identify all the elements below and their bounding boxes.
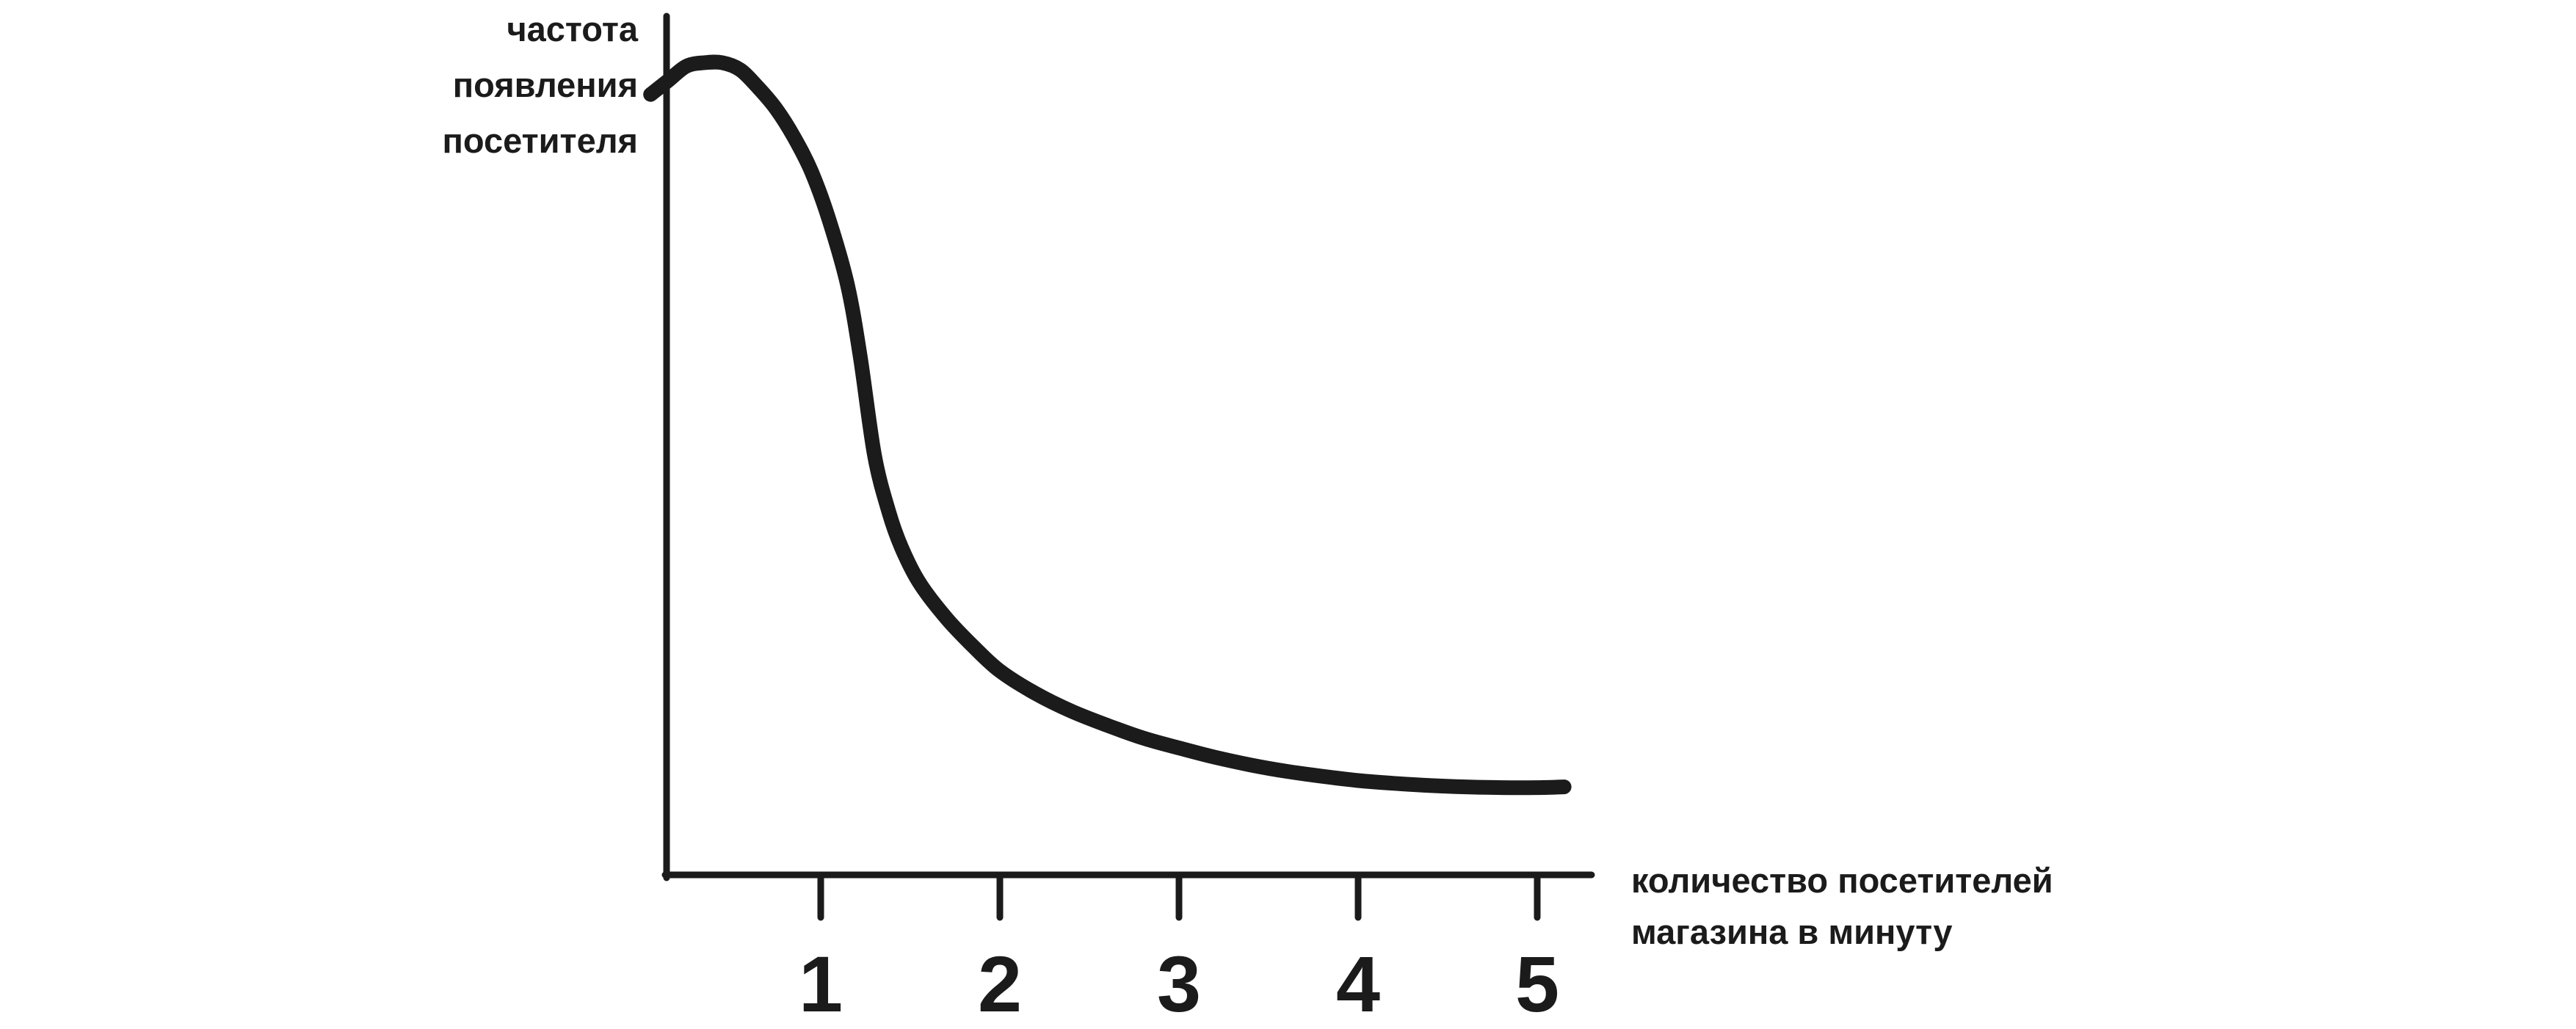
plot-area [643, 54, 1572, 796]
x-axis-label-line-1: количество посетителей [1631, 861, 2053, 900]
x-tick-label-5: 5 [1515, 939, 1559, 1028]
y-axis-label: частота появления посетителя [443, 1, 639, 169]
x-axis-label: количество посетителей магазина в минуту [1631, 855, 2053, 958]
y-axis-label-line-2: появления [452, 65, 638, 104]
y-axis-label-line-3: посетителя [442, 121, 639, 160]
x-axis-label-line-2: магазина в минуту [1631, 912, 1953, 951]
x-tick-label-4: 4 [1336, 939, 1380, 1028]
x-tick-label-3: 3 [1157, 939, 1201, 1028]
x-tick-label-2: 2 [978, 939, 1022, 1028]
y-axis-label-line-1: частота [507, 10, 638, 48]
x-tick-label-1: 1 [799, 939, 843, 1028]
x-tick-labels: 1 2 3 4 5 [799, 871, 1559, 1028]
series-line-0 [643, 54, 1572, 796]
